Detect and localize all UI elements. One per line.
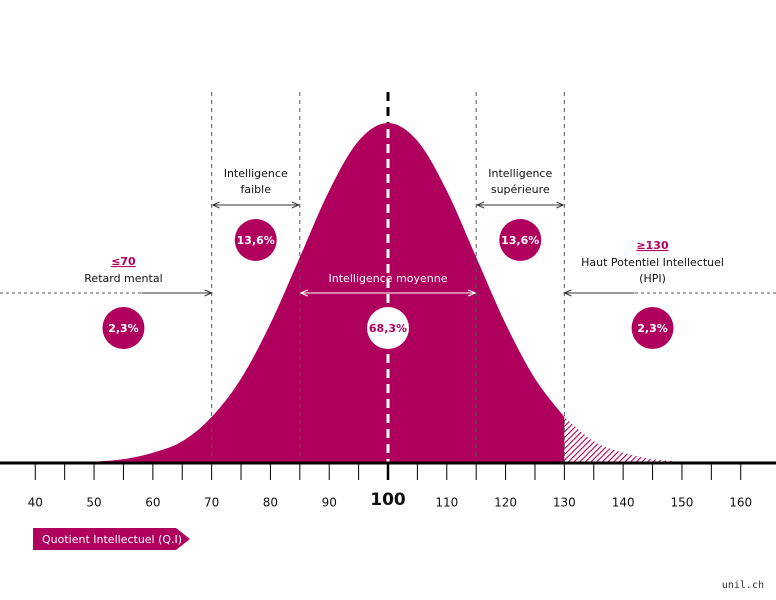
region-qualifier: ≥130 <box>636 239 669 252</box>
curve-area-hatched <box>564 416 741 464</box>
region-label: Haut Potentiel Intellectuel <box>581 256 724 269</box>
x-tick-label: 140 <box>612 496 635 510</box>
watermark: unil.ch <box>722 580 764 591</box>
region-label: supérieure <box>491 183 550 196</box>
x-tick-label: 160 <box>729 496 752 510</box>
region-label: Intelligence <box>224 167 288 180</box>
x-label-badge: Quotient Intellectuel (Q.I) <box>33 528 190 550</box>
percent-circle <box>367 307 409 349</box>
region-qualifier: ≤70 <box>111 255 136 268</box>
percent-circle <box>102 307 145 349</box>
x-tick-label: 120 <box>494 496 517 510</box>
region-label: faible <box>240 183 271 196</box>
region-label: Retard mental <box>84 272 162 285</box>
x-axis-label: Quotient Intellectuel (Q.I) <box>42 533 182 546</box>
x-tick-label: 100 <box>370 490 406 510</box>
region-label: (HPI) <box>639 272 666 285</box>
badge-shape <box>33 528 190 550</box>
x-tick-label: 90 <box>322 496 337 510</box>
percent-circle <box>499 219 542 261</box>
x-tick-label: 130 <box>553 496 576 510</box>
region-label: Intelligence moyenne <box>329 272 448 285</box>
x-tick-label: 40 <box>28 496 43 510</box>
x-tick-label: 60 <box>145 496 160 510</box>
percent-circle <box>234 219 277 261</box>
x-tick-label: 50 <box>86 496 101 510</box>
x-tick-label: 110 <box>435 496 458 510</box>
percent-label: 68,3% <box>369 322 407 335</box>
region-label: Intelligence <box>488 167 552 180</box>
percent-circle <box>631 307 674 349</box>
percent-label: 13,6% <box>237 234 275 247</box>
percent-label: 13,6% <box>501 234 539 247</box>
percent-label: 2,3% <box>108 322 139 335</box>
x-tick-label: 80 <box>263 496 278 510</box>
x-tick-label: 150 <box>670 496 693 510</box>
percent-label: 2,3% <box>637 322 668 335</box>
x-tick-label: 70 <box>204 496 219 510</box>
